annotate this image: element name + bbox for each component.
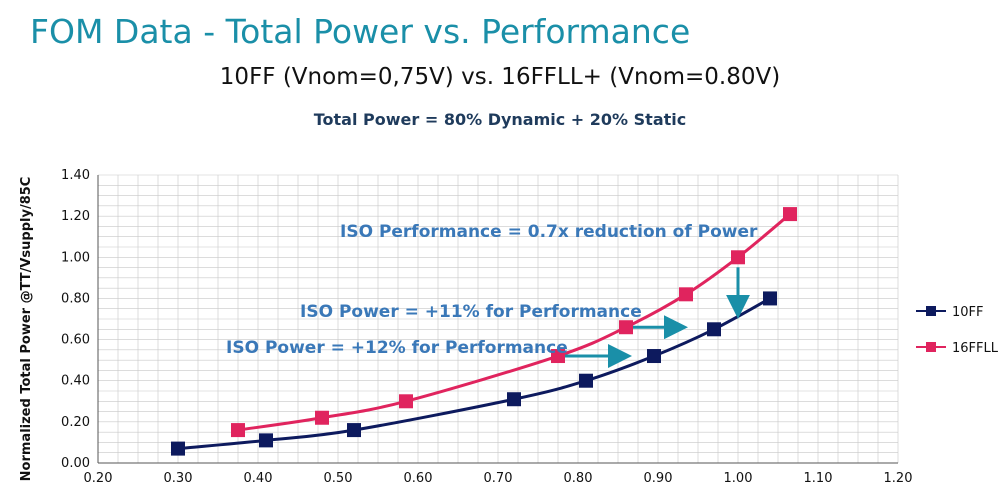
marker-16ffll	[231, 423, 245, 438]
marker-16ffll	[619, 320, 633, 335]
y-tick-label: 1.00	[61, 250, 90, 265]
x-tick-label: 0.60	[404, 471, 433, 486]
x-tick-label: 0.50	[324, 471, 353, 486]
comparison-subtitle: 10FF (Vnom=0,75V) vs. 16FFLL+ (Vnom=0.80…	[219, 64, 781, 90]
marker-16ffll	[551, 349, 565, 364]
y-tick-label: 0.60	[61, 333, 90, 348]
marker-16ffll	[731, 250, 745, 265]
marker-10ff	[647, 349, 661, 364]
annotation-arrows	[562, 267, 750, 369]
x-tick-label: 0.40	[244, 471, 273, 486]
y-tick-label: 1.20	[61, 209, 90, 224]
marker-16ffll	[783, 207, 797, 222]
marker-10ff	[171, 441, 185, 456]
chart-grid	[97, 174, 899, 464]
series-markers	[171, 207, 797, 456]
x-tick-label: 0.90	[644, 471, 673, 486]
power-composition-note: Total Power = 80% Dynamic + 20% Static	[313, 110, 687, 129]
y-tick-label: 0.20	[61, 415, 90, 430]
annotation-text: ISO Power = +12% for Performance	[226, 338, 568, 358]
chart-annotations: ISO Performance = 0.7x reduction of Powe…	[226, 222, 758, 358]
annotation-text: ISO Power = +11% for Performance	[300, 302, 642, 322]
marker-16ffll	[315, 410, 329, 425]
x-tick-label: 1.20	[884, 471, 913, 486]
marker-10ff	[507, 392, 521, 407]
marker-16ffll	[399, 394, 413, 409]
y-tick-label: 0.00	[61, 456, 90, 471]
annotation-text: ISO Performance = 0.7x reduction of Powe…	[340, 222, 758, 242]
marker-10ff	[347, 423, 361, 438]
y-tick-label: 1.40	[61, 168, 90, 183]
x-tick-label: 1.00	[724, 471, 753, 486]
marker-10ff	[259, 433, 273, 448]
x-tick-label: 0.20	[84, 471, 113, 486]
x-tick-label: 0.30	[164, 471, 193, 486]
x-tick-label: 0.70	[484, 471, 513, 486]
page-title: FOM Data - Total Power vs. Performance	[30, 12, 691, 51]
legend-label-16ffll: 16FFLL	[952, 341, 999, 356]
y-tick-label: 0.40	[61, 374, 90, 389]
marker-10ff	[579, 373, 593, 388]
marker-10ff	[763, 291, 777, 306]
marker-10ff	[707, 322, 721, 337]
chart-axes: 0.20 0.30 0.40 0.50 0.60 0.70 0.80 0.90 1.00 1.10…	[19, 168, 912, 486]
chart-legend: 10FF 16FFLL	[916, 305, 999, 356]
legend-marker-10ff	[926, 306, 936, 316]
legend-label-10ff: 10FF	[952, 305, 984, 320]
x-tick-label: 0.80	[564, 471, 593, 486]
marker-16ffll	[679, 287, 693, 302]
legend-marker-16ffll	[926, 342, 936, 352]
y-tick-label: 0.80	[61, 291, 90, 306]
y-axis-label: Normalized Total Power @TT/Vsupply/85C	[19, 177, 34, 482]
x-tick-label: 1.10	[804, 471, 833, 486]
